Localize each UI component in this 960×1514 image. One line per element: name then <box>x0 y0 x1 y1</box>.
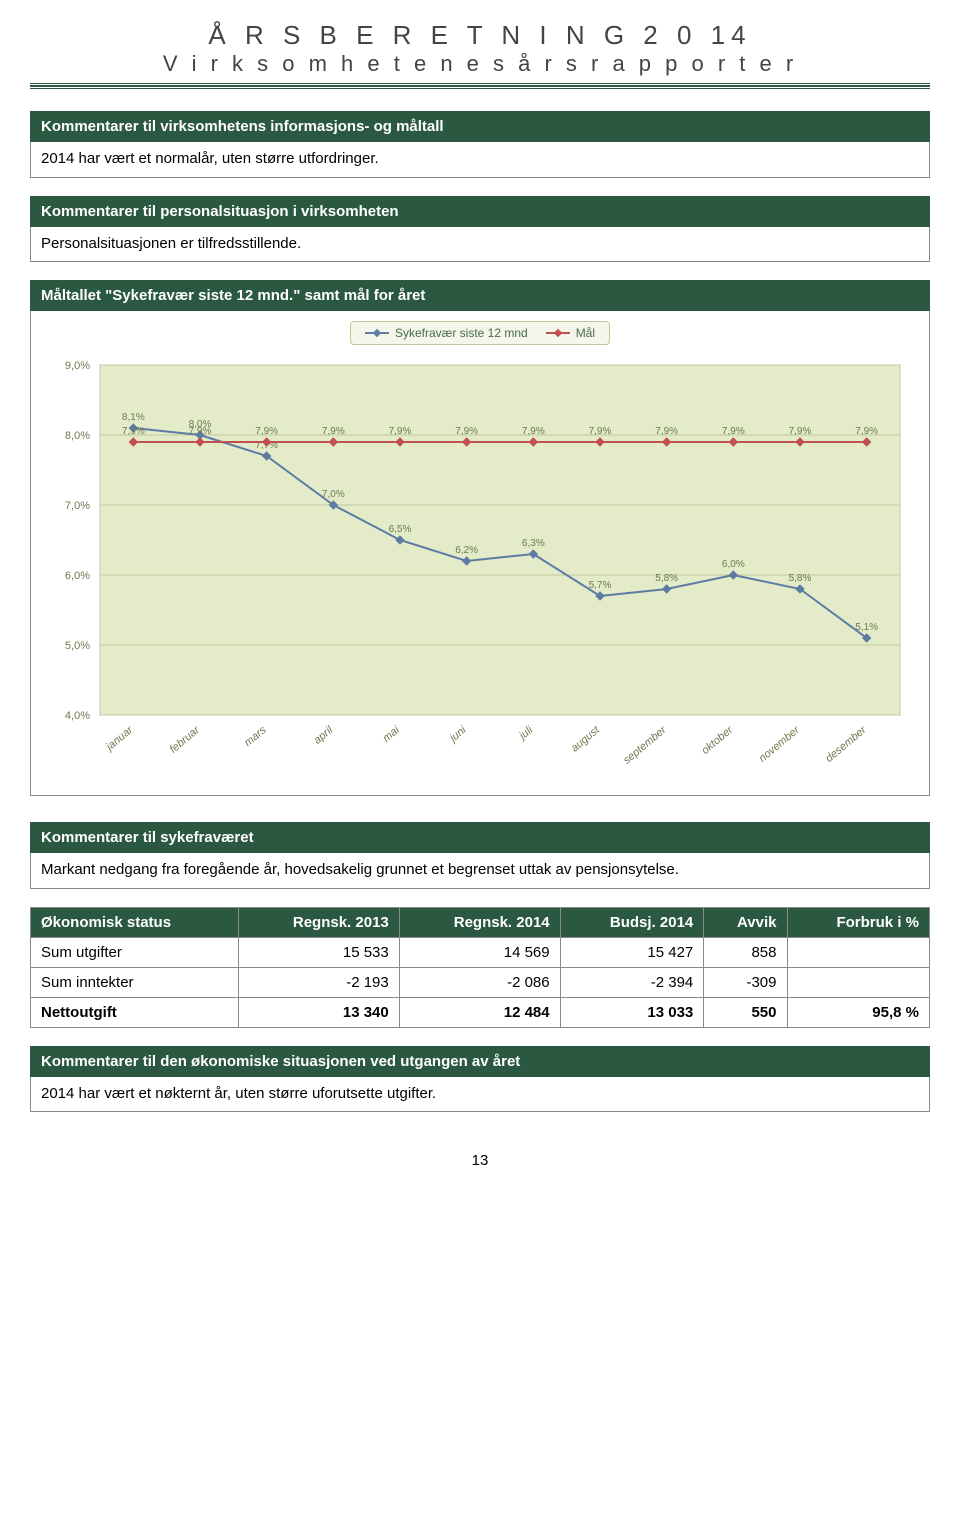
svg-text:5,1%: 5,1% <box>855 622 878 633</box>
page-title: Å R S B E R E T N I N G 2 0 14 <box>30 20 930 51</box>
table-cell: 12 484 <box>399 997 560 1027</box>
page-subtitle: V i r k s o m h e t e n e s å r s r a p … <box>30 51 930 77</box>
svg-text:juni: juni <box>446 724 469 746</box>
legend-label: Mål <box>576 326 595 340</box>
svg-text:7,9%: 7,9% <box>322 426 345 437</box>
svg-text:oktober: oktober <box>699 723 736 757</box>
section-header-chart: Måltallet "Sykefravær siste 12 mnd." sam… <box>30 280 930 311</box>
svg-text:april: april <box>312 724 336 747</box>
table-cell: 13 033 <box>560 997 704 1027</box>
svg-text:7,9%: 7,9% <box>389 426 412 437</box>
svg-text:9,0%: 9,0% <box>65 360 90 372</box>
svg-text:7,9%: 7,9% <box>455 426 478 437</box>
chart-container: Sykefravær siste 12 mnd Mål 4,0% 5,0% 6,0%… <box>30 311 930 796</box>
svg-text:7,9%: 7,9% <box>655 426 678 437</box>
table-cell: 15 427 <box>560 937 704 967</box>
table-cell <box>787 937 930 967</box>
table-cell: 14 569 <box>399 937 560 967</box>
section-body-personnel: Personalsituasjonen er tilfredsstillende… <box>30 227 930 263</box>
legend-label: Sykefravær siste 12 mnd <box>395 326 528 340</box>
table-cell-label: Sum utgifter <box>31 937 239 967</box>
svg-text:august: august <box>569 724 603 755</box>
line-chart: 4,0% 5,0% 6,0% 7,0% 8,0% 9,0% januar februar mar… <box>39 355 921 785</box>
section-header-info-goals: Kommentarer til virksomhetens informasjo… <box>30 111 930 142</box>
table-cell-label: Sum inntekter <box>31 967 239 997</box>
table-cell <box>787 967 930 997</box>
table-cell: 858 <box>704 937 787 967</box>
svg-text:5,0%: 5,0% <box>65 640 90 652</box>
svg-text:6,5%: 6,5% <box>389 524 412 535</box>
svg-text:7,9%: 7,9% <box>122 426 145 437</box>
page-number: 13 <box>30 1152 930 1169</box>
section-body-info-goals: 2014 har vært et normalår, uten større u… <box>30 142 930 178</box>
table-header: Avvik <box>704 907 787 937</box>
svg-text:7,0%: 7,0% <box>65 500 90 512</box>
table-header: Regnsk. 2013 <box>238 907 399 937</box>
header-rule <box>30 83 930 89</box>
table-cell: 550 <box>704 997 787 1027</box>
table-header: Forbruk i % <box>787 907 930 937</box>
section-header-personnel: Kommentarer til personalsituasjon i virk… <box>30 196 930 227</box>
svg-text:7,9%: 7,9% <box>789 426 812 437</box>
economic-status-table: Økonomisk statusRegnsk. 2013Regnsk. 2014… <box>30 907 930 1028</box>
table-cell-label: Nettoutgift <box>31 997 239 1027</box>
svg-text:mars: mars <box>242 724 269 749</box>
svg-text:8,0%: 8,0% <box>65 430 90 442</box>
svg-text:7,0%: 7,0% <box>322 489 345 500</box>
table-header: Budsj. 2014 <box>560 907 704 937</box>
table-header: Regnsk. 2014 <box>399 907 560 937</box>
svg-text:februar: februar <box>168 723 203 755</box>
svg-text:5,7%: 5,7% <box>589 580 612 591</box>
table-cell: -2 086 <box>399 967 560 997</box>
table-header: Økonomisk status <box>31 907 239 937</box>
svg-text:4,0%: 4,0% <box>65 710 90 722</box>
legend-item-maal: Mål <box>546 326 595 340</box>
table-cell: -2 394 <box>560 967 704 997</box>
svg-text:september: september <box>621 723 670 766</box>
table-cell: 15 533 <box>238 937 399 967</box>
section-header-absence: Kommentarer til sykefraværet <box>30 822 930 853</box>
svg-text:6,0%: 6,0% <box>65 570 90 582</box>
svg-text:7,9%: 7,9% <box>855 426 878 437</box>
svg-text:8,1%: 8,1% <box>122 412 145 423</box>
table-row: Sum inntekter-2 193-2 086-2 394-309 <box>31 967 930 997</box>
svg-text:7,9%: 7,9% <box>189 426 212 437</box>
svg-text:7,9%: 7,9% <box>722 426 745 437</box>
section-body-absence: Markant nedgang fra foregående år, hoved… <box>30 853 930 889</box>
table-row: Nettoutgift13 34012 48413 03355095,8 % <box>31 997 930 1027</box>
section-header-econ-comment: Kommentarer til den økonomiske situasjon… <box>30 1046 930 1077</box>
svg-text:januar: januar <box>103 723 137 754</box>
svg-text:november: november <box>757 723 803 764</box>
svg-text:juli: juli <box>516 724 536 743</box>
table-cell: -309 <box>704 967 787 997</box>
table-cell: 95,8 % <box>787 997 930 1027</box>
svg-text:7,9%: 7,9% <box>589 426 612 437</box>
svg-text:5,8%: 5,8% <box>789 573 812 584</box>
svg-text:7,9%: 7,9% <box>522 426 545 437</box>
svg-text:5,8%: 5,8% <box>655 573 678 584</box>
svg-text:desember: desember <box>823 723 869 764</box>
svg-text:6,0%: 6,0% <box>722 559 745 570</box>
legend-item-sykefravaer: Sykefravær siste 12 mnd <box>365 326 528 340</box>
table-cell: -2 193 <box>238 967 399 997</box>
svg-text:7,9%: 7,9% <box>255 426 278 437</box>
svg-text:6,2%: 6,2% <box>455 545 478 556</box>
chart-legend: Sykefravær siste 12 mnd Mål <box>39 321 921 345</box>
section-body-econ-comment: 2014 har vært et nøkternt år, uten størr… <box>30 1077 930 1113</box>
table-cell: 13 340 <box>238 997 399 1027</box>
table-row: Sum utgifter15 53314 56915 427858 <box>31 937 930 967</box>
svg-text:6,3%: 6,3% <box>522 538 545 549</box>
svg-text:mai: mai <box>381 724 403 745</box>
